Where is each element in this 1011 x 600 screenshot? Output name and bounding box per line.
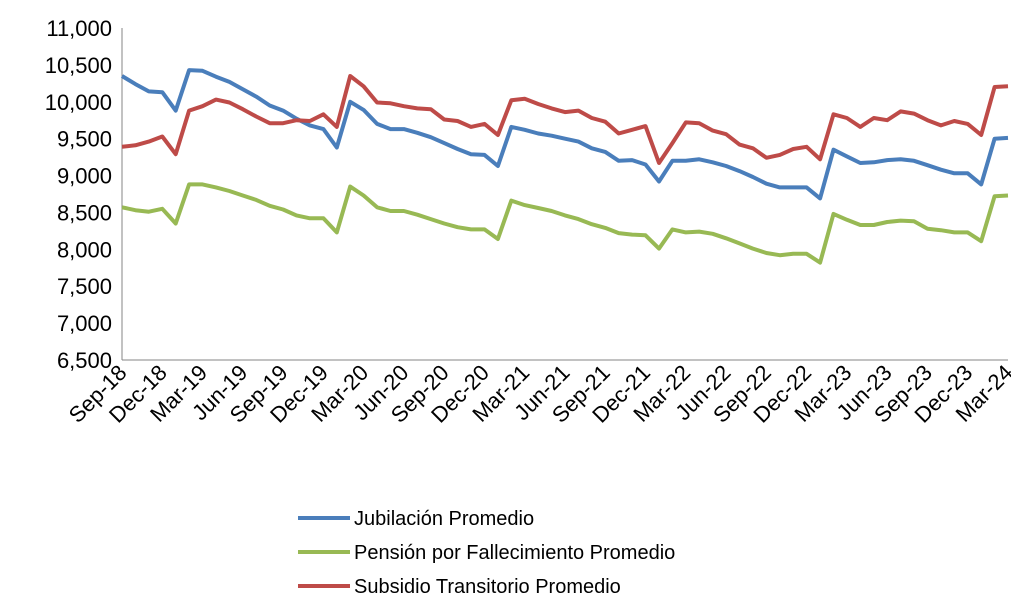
series-line	[120, 68, 1009, 201]
legend-label: Subsidio Transitorio Promedio	[354, 576, 621, 598]
y-tick-label: 8,500	[57, 200, 112, 225]
legend-label: Pensión por Fallecimiento Promedio	[354, 542, 675, 564]
y-tick-label: 7,500	[57, 274, 112, 299]
y-tick-label: 6,500	[57, 348, 112, 373]
legend-label: Jubilación Promedio	[354, 508, 534, 530]
y-tick-label: 7,000	[57, 311, 112, 336]
y-tick-label: 10,500	[45, 53, 112, 78]
series-line	[121, 182, 1009, 265]
y-tick-label: 10,000	[45, 90, 112, 115]
y-tick-label: 8,000	[57, 237, 112, 262]
y-tick-label: 11,000	[46, 16, 112, 41]
y-tick-label: 9,000	[57, 164, 112, 189]
y-tick-label: 9,500	[57, 127, 112, 152]
series-line	[121, 74, 1009, 165]
